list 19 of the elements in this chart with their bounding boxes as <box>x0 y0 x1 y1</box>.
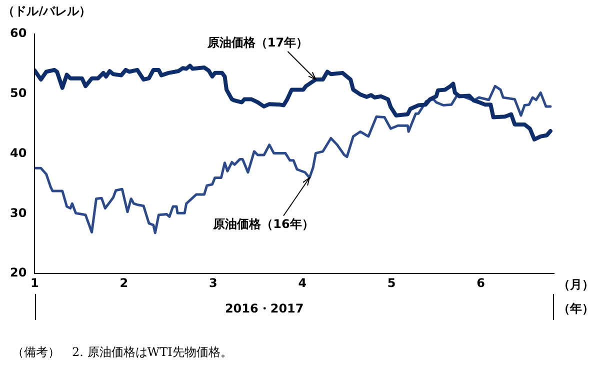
y-tick-label: 20 <box>10 266 27 280</box>
x-tick-label: 5 <box>387 276 396 290</box>
x-axis-title: 2016・2017 <box>224 302 304 316</box>
text: （年） <box>558 302 594 316</box>
x-tick-label: 1 <box>30 276 39 290</box>
y-tick-label: 60 <box>10 26 27 40</box>
y-tick-label: 40 <box>10 146 27 160</box>
x-tick-label: 2 <box>120 276 128 290</box>
x-tick-label: 4 <box>298 276 307 290</box>
text: （備考） <box>12 344 61 360</box>
annotation: 原油価格（17年） <box>206 36 308 50</box>
annotation: 原油価格（16年） <box>212 216 314 231</box>
text: （月） <box>558 278 594 292</box>
y-tick-label: 30 <box>10 206 27 220</box>
text: 2. 原油価格はWTI先物価格。 <box>72 344 232 360</box>
x-tick-label: 3 <box>208 276 218 290</box>
x-tick-label: 6 <box>476 276 486 290</box>
y-axis-title: （ドル/バレル） <box>2 4 92 18</box>
y-tick-label: 50 <box>10 86 27 100</box>
